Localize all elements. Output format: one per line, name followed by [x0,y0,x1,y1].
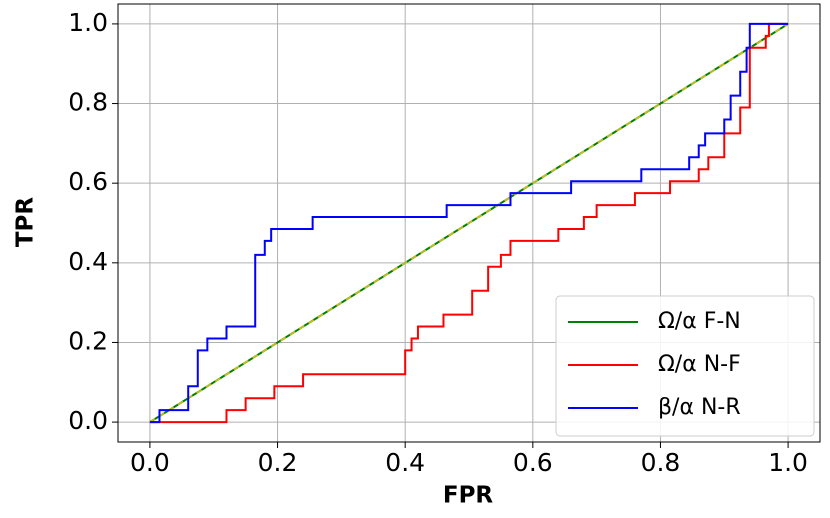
legend-box [555,295,815,437]
y-tick-label: 0.6 [68,167,108,196]
y-tick-label: 1.0 [68,8,108,37]
x-tick-label: 0.2 [258,448,298,477]
roc-line-overlay [149,23,789,423]
y-tick-label: 0.4 [68,247,108,276]
x-tick-label: 0.8 [641,448,681,477]
legend: Ω/α F-N Ω/α N-F β/α N-R [555,295,815,437]
plot-frame [117,3,821,443]
x-axis-label: FPR [443,483,494,509]
y-tick-label: 0.8 [68,88,108,117]
legend-label: Ω/α N-F [658,352,741,377]
legend-label: Ω/α F-N [658,309,741,334]
x-tick-label: 0.6 [513,448,553,477]
x-tick-label: 1.0 [768,448,808,477]
roc-line [149,22,789,424]
y-tick-label: 0.2 [68,326,108,355]
x-tick-label: 0.4 [385,448,425,477]
x-tick-label: 0.0 [130,448,170,477]
y-axis-label: TPR [13,197,39,248]
y-tick-label: 0.0 [68,406,108,435]
roc-line [149,22,789,424]
legend-label: β/α N-R [658,395,741,420]
